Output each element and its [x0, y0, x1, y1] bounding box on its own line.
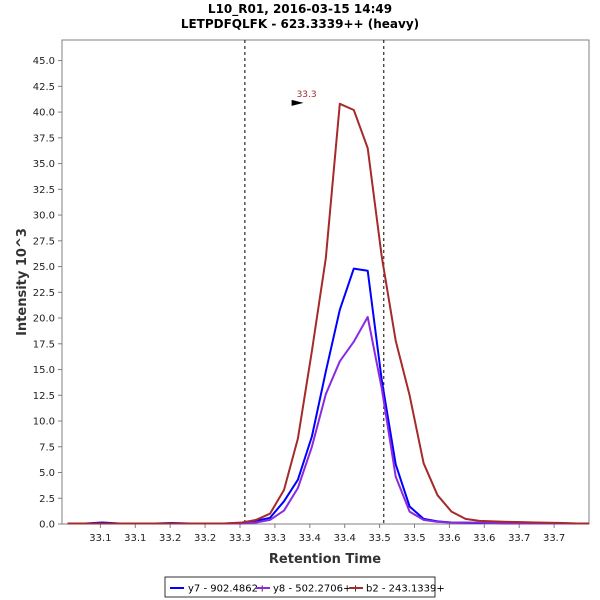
x-tick-label: 33.6 [473, 533, 495, 544]
y-tick-label: 10.0 [33, 417, 55, 428]
y-tick-label: 25.0 [33, 262, 55, 273]
y-tick-label: 20.0 [33, 314, 55, 325]
x-tick-label: 33.6 [438, 533, 460, 544]
y-tick-label: 37.5 [33, 133, 55, 144]
integration-boundaries [244, 40, 385, 524]
y-tick-label: 5.0 [39, 468, 55, 479]
series-lines [67, 102, 589, 525]
legend-box [164, 576, 436, 598]
y-tick-label: 22.5 [33, 288, 55, 299]
chart-subtitle: LETPDFQLFK - 623.3339++ (heavy) [181, 17, 419, 31]
y-tick-label: 30.0 [33, 211, 55, 222]
x-tick-label: 33.4 [334, 533, 356, 544]
x-tick-label: 33.1 [89, 533, 111, 544]
legend-label-y7: y7 - 902.4862+ [188, 584, 266, 595]
peak-marker-icon [291, 99, 304, 106]
legend-label-y8: y8 - 502.2706++ [273, 584, 360, 595]
x-axis-label: Retention Time [269, 552, 381, 567]
x-tick-label: 33.3 [264, 533, 286, 544]
x-tick-label: 33.4 [299, 533, 321, 544]
legend-label-b2: b2 - 243.1339+ [366, 584, 445, 595]
x-tick-label: 33.5 [368, 533, 390, 544]
plot-area [61, 39, 590, 525]
y-tick-label: 32.5 [33, 185, 55, 196]
y-tick-label: 42.5 [33, 82, 55, 93]
y-tick-label: 15.0 [33, 365, 55, 376]
x-tick-label: 33.5 [403, 533, 425, 544]
x-tick-label: 33.2 [194, 533, 216, 544]
peak-label: 33.3 [297, 90, 317, 100]
y-tick-label: 0.0 [39, 520, 55, 531]
x-tick-label: 33.7 [543, 533, 565, 544]
peak-annotation-group: 33.3 [291, 90, 317, 106]
y-tick-label: 35.0 [33, 159, 55, 170]
x-tick-label: 33.1 [124, 533, 146, 544]
y-tick-label: 12.5 [33, 391, 55, 402]
y-tick-label: 7.5 [39, 442, 55, 453]
x-tick-label: 33.2 [159, 533, 181, 544]
y-tick-label: 40.0 [33, 108, 55, 119]
y-axis-label: Intensity 10^3 [15, 228, 30, 336]
x-axis: 33.1 33.1 33.2 33.2 33.3 33.3 33.4 33.4 33.5 33.5… [89, 524, 565, 544]
x-tick-label: 33.3 [229, 533, 251, 544]
y-axis: 0.0 2.5 5.0 7.5 10.0 12.5 15.0 17.5 20.0 22.5 25.0… [33, 56, 62, 531]
chart-title: L10_R01, 2016-03-15 14:49 [208, 2, 392, 17]
series-line-b2 [67, 102, 589, 525]
y-tick-label: 45.0 [33, 56, 55, 67]
x-tick-label: 33.7 [508, 533, 530, 544]
y-tick-label: 17.5 [33, 339, 55, 350]
y-tick-label: 2.5 [39, 494, 55, 505]
y-tick-label: 27.5 [33, 236, 55, 247]
legend: y7 - 902.4862+ y8 - 502.2706++ b2 - 243.… [164, 576, 445, 598]
